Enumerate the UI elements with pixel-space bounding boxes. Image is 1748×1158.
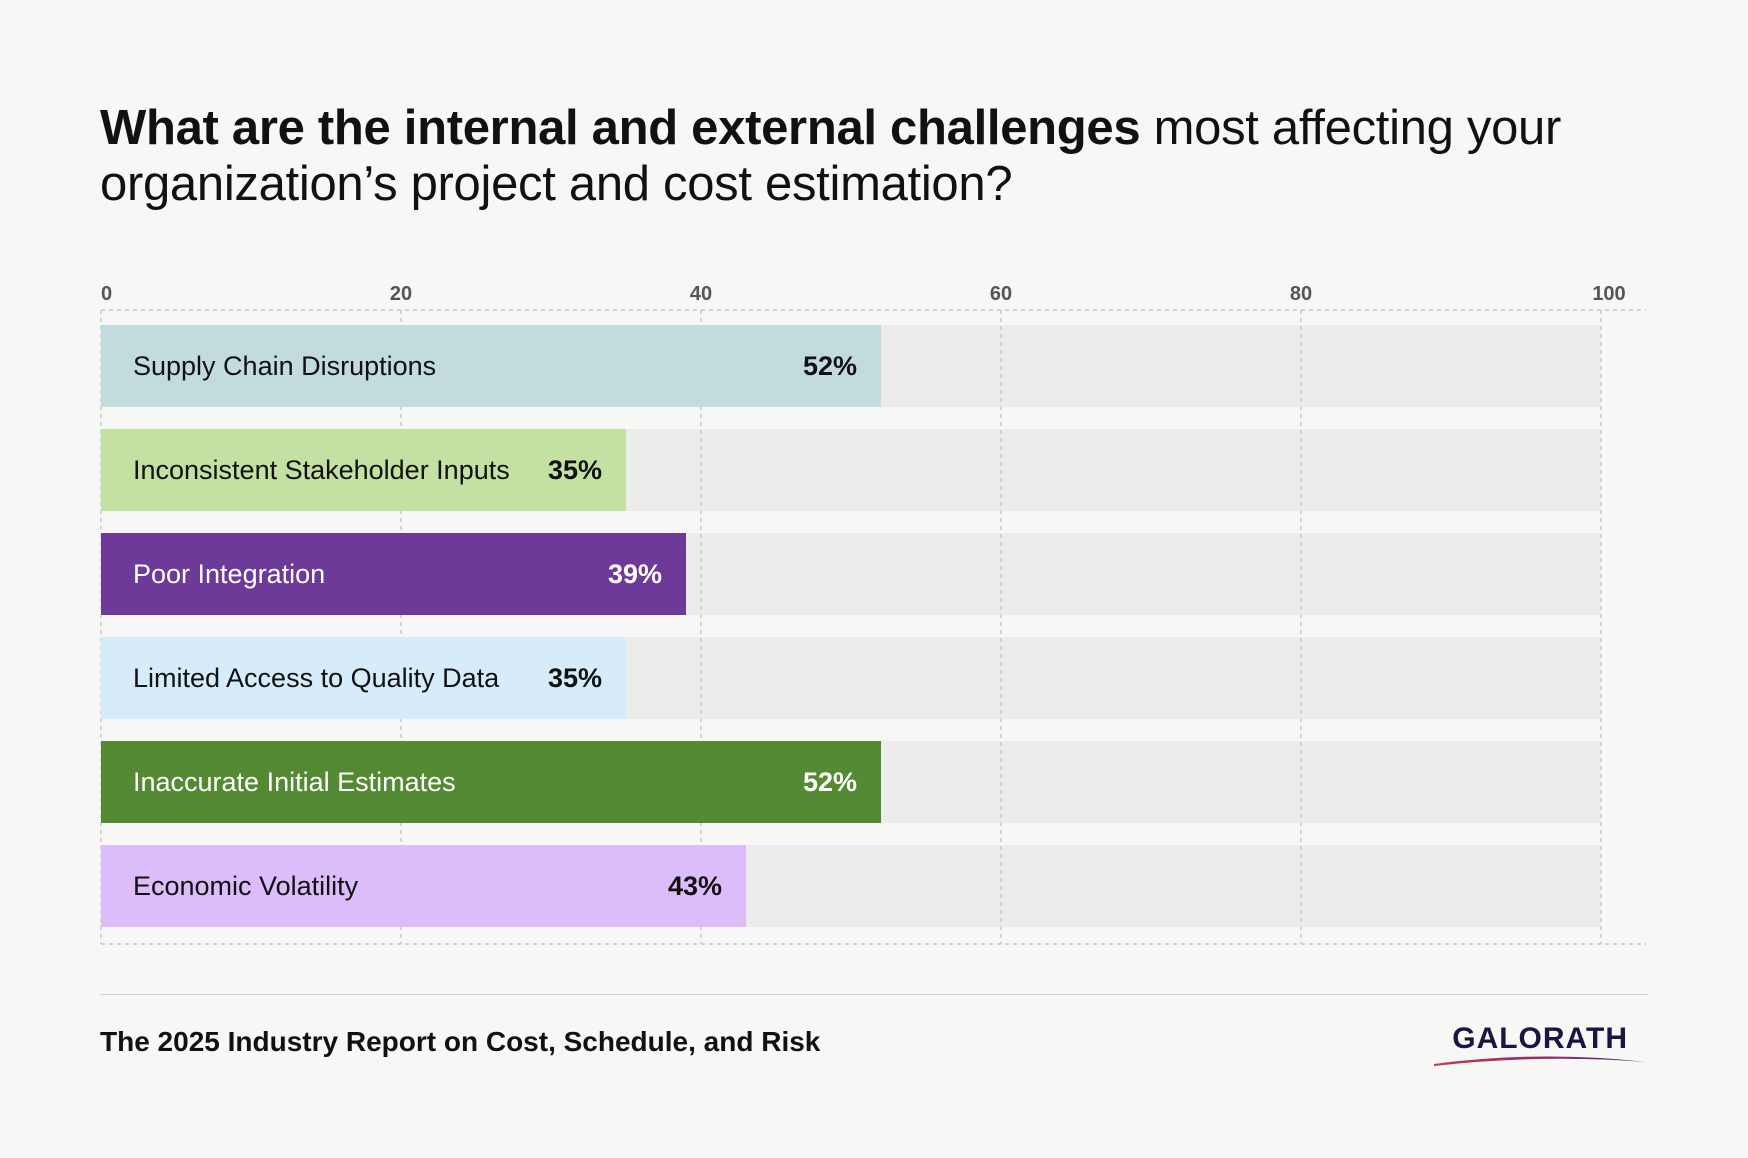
logo-swoosh-icon [1434,1056,1646,1066]
bar-category-label: Inconsistent Stakeholder Inputs [133,455,510,485]
bar-value-label: 35% [548,455,602,485]
logo-wordmark: GALORATH [1452,1022,1628,1055]
bar-value-label: 39% [608,559,662,589]
bar-category-label: Supply Chain Disruptions [133,351,436,381]
galorath-logo: GALORATH [1430,1018,1650,1068]
bar-chart: 0 20 40 60 80 100 Supply Chain Disruptions 52% I… [100,283,1646,945]
bar-value-label: 35% [548,663,602,693]
chart-title-regular: most affecting your organization’s proje… [100,101,1562,211]
chart-title-bold: What are the internal and external chall… [100,101,1141,155]
x-tick-label: 60 [990,283,1012,305]
bar-value-label: 52% [803,767,857,797]
x-tick-label: 0 [101,283,112,305]
bar-value-label: 43% [668,871,722,901]
x-tick-label: 100 [1592,283,1625,305]
x-tick-label: 80 [1290,283,1312,305]
x-tick-label: 20 [390,283,412,305]
x-tick-label: 40 [690,283,712,305]
footer-divider [100,994,1648,995]
bar-category-label: Poor Integration [133,559,325,589]
bar [101,637,626,719]
bar [101,533,686,615]
bar [101,325,881,407]
bar-category-label: Economic Volatility [133,871,359,901]
bar-category-label: Limited Access to Quality Data [133,663,500,693]
bar [101,429,626,511]
bar-value-label: 52% [803,351,857,381]
bar [101,741,881,823]
bar [101,845,746,927]
report-title: The 2025 Industry Report on Cost, Schedu… [100,1026,821,1057]
chart-title: What are the internal and external chall… [100,100,1660,212]
bar-category-label: Inaccurate Initial Estimates [133,767,456,797]
